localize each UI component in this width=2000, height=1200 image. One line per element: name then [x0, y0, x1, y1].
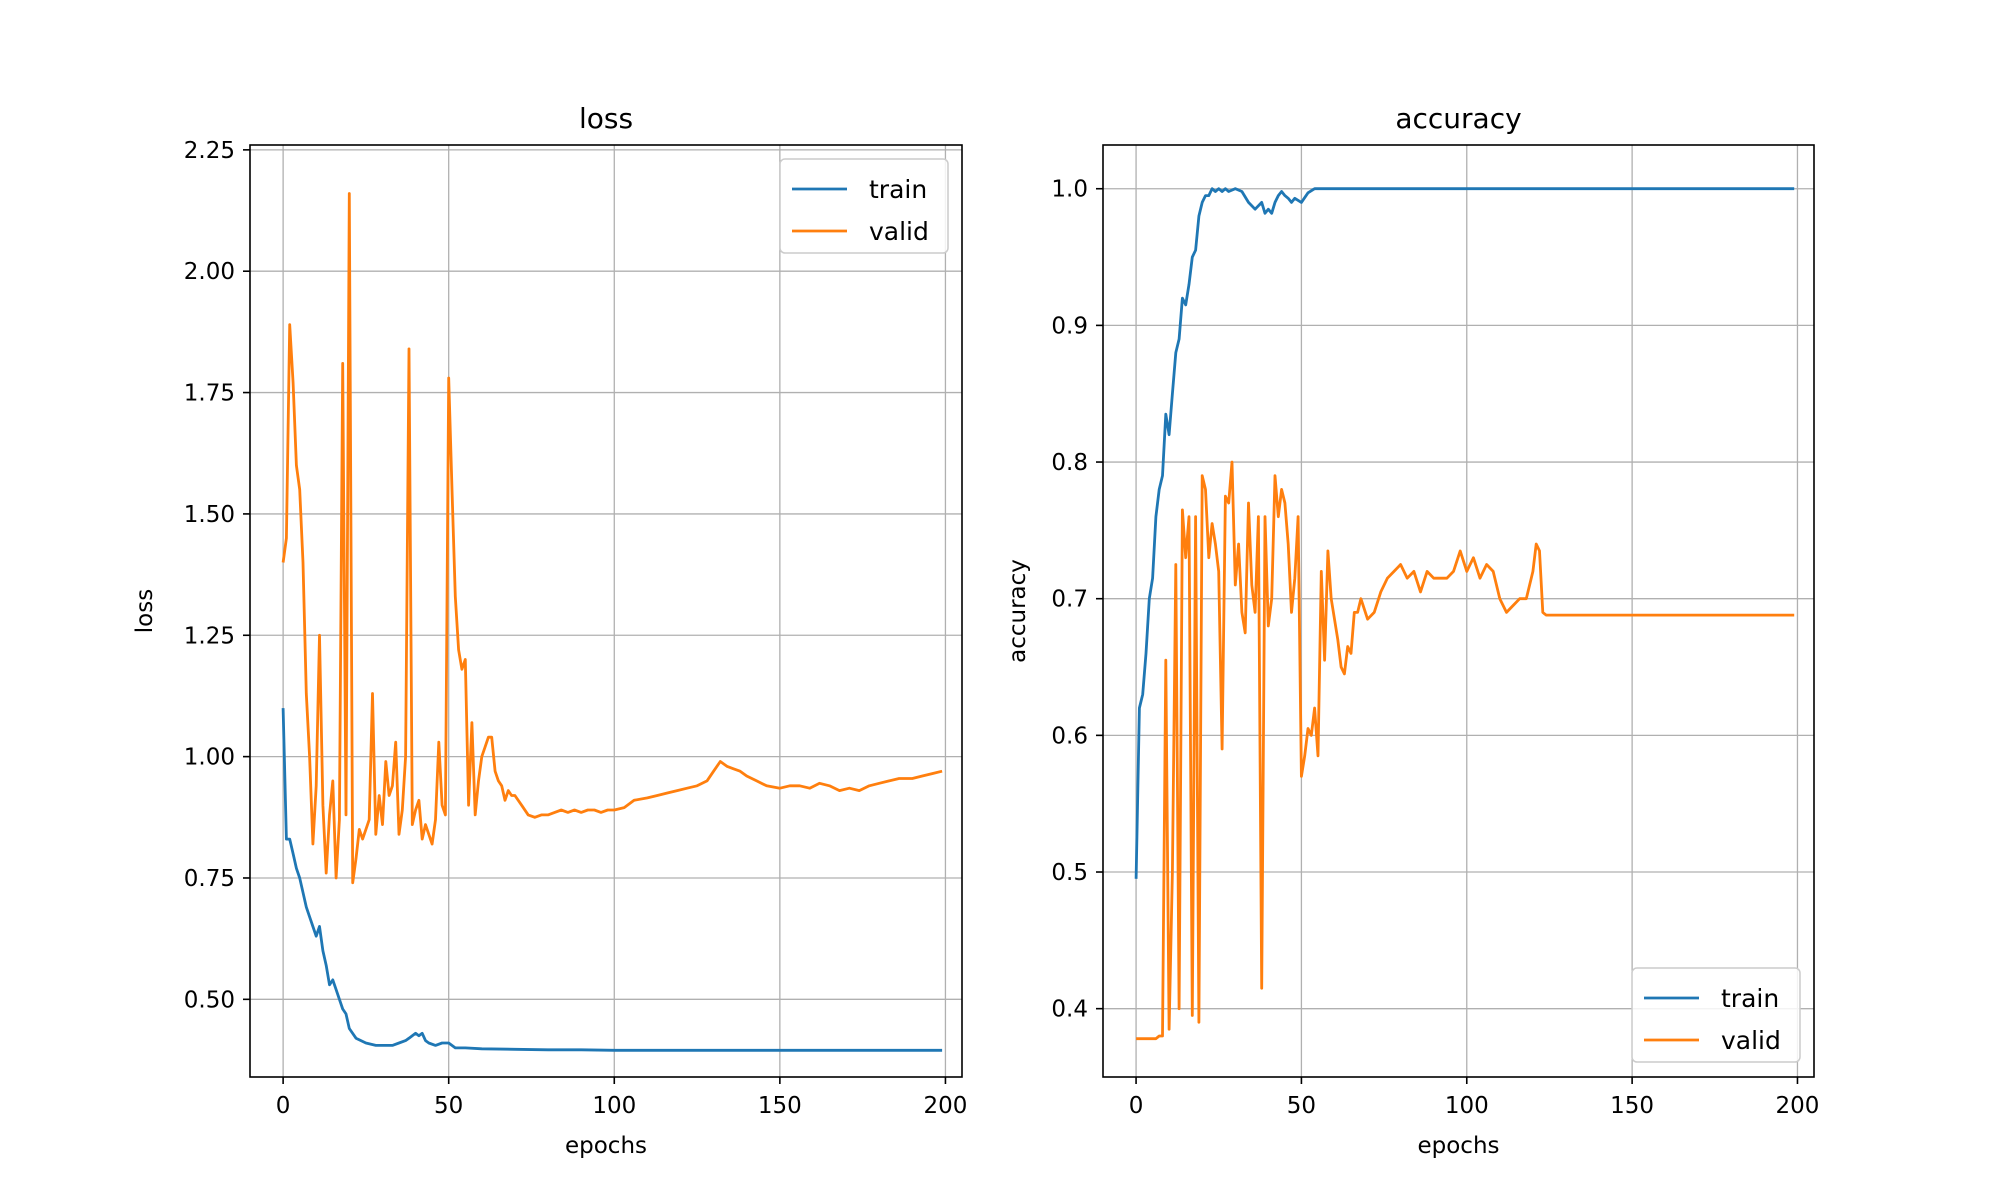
x-tick-label: 200	[1776, 1093, 1820, 1119]
series-line-train	[281, 708, 943, 1052]
legend-label-train: train	[869, 175, 927, 204]
y-tick-label: 0.8	[1051, 450, 1088, 476]
y-tick-label: 1.00	[184, 745, 235, 771]
legend: train valid	[1631, 967, 1801, 1063]
series-line-train	[1134, 187, 1795, 879]
axes-frame	[249, 144, 963, 1078]
legend-box	[1631, 967, 1801, 1063]
x-axis-label: epochs	[1417, 1133, 1499, 1159]
grid-lines	[1103, 145, 1814, 1077]
x-tick-label: 50	[434, 1093, 463, 1119]
y-tick-label: 1.25	[184, 623, 235, 649]
grid-lines	[250, 145, 962, 1077]
x-tick-label: 0	[1129, 1093, 1144, 1119]
x-tick-label: 50	[1287, 1093, 1316, 1119]
chart-title: accuracy	[1395, 102, 1521, 135]
x-tick-label: 0	[276, 1093, 291, 1119]
y-tick-label: 0.7	[1051, 587, 1088, 613]
chart-title: loss	[579, 102, 633, 135]
x-tick-label: 100	[1445, 1093, 1489, 1119]
y-tick-label: 0.75	[184, 866, 235, 892]
y-tick-label: 0.9	[1051, 313, 1088, 339]
y-tick-label: 0.4	[1051, 997, 1088, 1023]
y-tick-label: 0.5	[1051, 860, 1088, 886]
y-tick-label: 1.50	[184, 502, 235, 528]
series-line-valid	[1136, 460, 1795, 1041]
x-tick-label: 150	[1610, 1093, 1654, 1119]
y-tick-label: 0.6	[1051, 723, 1088, 749]
legend: train valid	[779, 158, 949, 254]
y-tick-label: 1.0	[1051, 177, 1088, 203]
x-tick-label: 150	[758, 1093, 802, 1119]
loss-chart: 0 50 100 150 200 0.50 0.75 1.00 1.25 1.50 1.75 2.00…	[132, 102, 967, 1159]
legend-label-valid: valid	[869, 217, 929, 246]
legend-label-valid: valid	[1721, 1026, 1781, 1055]
y-tick-label: 0.50	[184, 987, 235, 1013]
y-axis-label: accuracy	[1005, 559, 1031, 663]
y-tick-label: 1.75	[184, 381, 235, 407]
axes-frame	[1102, 144, 1815, 1078]
legend-box	[779, 158, 949, 254]
x-tick-label: 200	[923, 1093, 967, 1119]
y-tick-label: 2.00	[184, 259, 235, 285]
x-tick-label: 100	[592, 1093, 636, 1119]
y-tick-label: 2.25	[184, 138, 235, 164]
legend-label-train: train	[1721, 984, 1779, 1013]
x-axis-label: epochs	[565, 1133, 647, 1159]
accuracy-chart: 0 50 100 150 200 0.4 0.5 0.6 0.7 0.8 0.9 1.0 accurac…	[1005, 102, 1819, 1159]
series-line-valid	[281, 192, 943, 885]
y-axis-label: loss	[132, 589, 158, 633]
